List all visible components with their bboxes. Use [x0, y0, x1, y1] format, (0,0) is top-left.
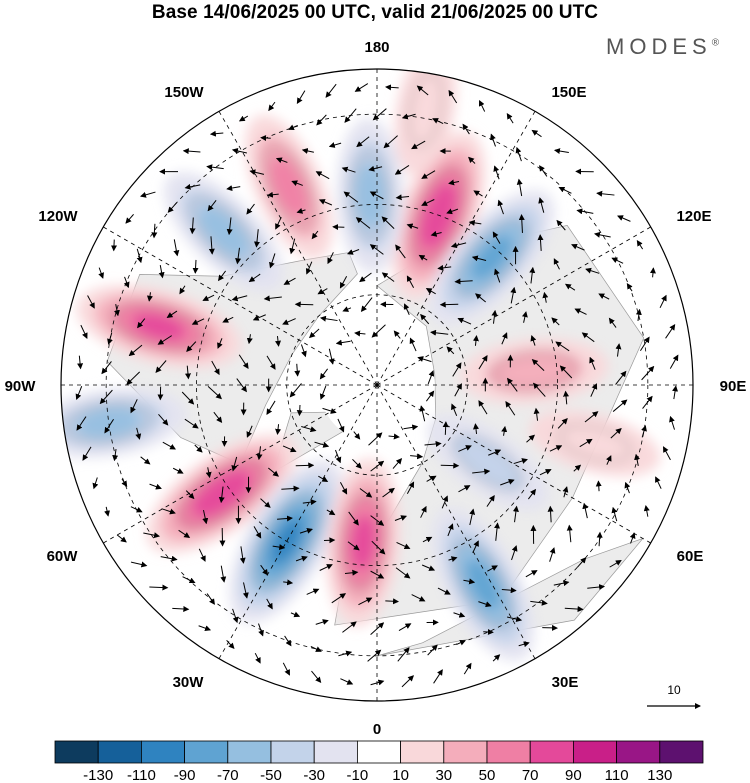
colorbar-label: 90 [565, 767, 582, 783]
colorbar-label: -50 [260, 767, 282, 783]
colorbar-swatch [185, 741, 228, 763]
label-90e: 90E [720, 378, 747, 395]
label-90w: 90W [5, 378, 37, 395]
colorbar-label: 130 [647, 767, 672, 783]
colorbar-swatch [228, 741, 271, 763]
polar-map: 180 0 90W 90E 150W 150E 120W 120E 60W 60… [0, 0, 750, 783]
label-150w: 150W [164, 84, 204, 101]
colorbar-label: -30 [303, 767, 325, 783]
label-180: 180 [364, 39, 389, 56]
colorbar-swatch [141, 741, 184, 763]
colorbar-label: -90 [174, 767, 196, 783]
colorbar-swatch [98, 741, 141, 763]
wind-arrow [445, 422, 446, 435]
wind-arrow [149, 587, 167, 588]
label-30w: 30W [173, 674, 205, 691]
colorbar-swatch [617, 741, 660, 763]
colorbar-label: -130 [83, 767, 113, 783]
colorbar: -130 -110 -90 -70 -50 -30 -10 10 30 50 70 90 110 130 [55, 741, 703, 783]
label-60e: 60E [677, 548, 704, 565]
wind-arrow [598, 481, 599, 491]
colorbar-swatch [487, 741, 530, 763]
label-0: 0 [373, 721, 381, 738]
colorbar-label: 110 [605, 767, 629, 783]
reference-vector-label: 10 [667, 683, 681, 697]
colorbar-label: 30 [435, 767, 452, 783]
wind-arrow [299, 405, 300, 415]
reference-vector: 10 [647, 683, 700, 706]
label-150e: 150E [551, 84, 586, 101]
colorbar-label: -110 [127, 767, 156, 783]
colorbar-swatch [357, 741, 400, 763]
map-disk [27, 38, 697, 705]
colorbar-label: 10 [392, 767, 409, 783]
wind-arrow [114, 240, 115, 251]
wind-arrow [385, 601, 398, 602]
colorbar-label: 70 [522, 767, 539, 783]
label-120e: 120E [676, 208, 711, 225]
colorbar-swatch [660, 741, 703, 763]
colorbar-swatch [530, 741, 573, 763]
label-60w: 60W [47, 548, 79, 565]
label-120w: 120W [38, 208, 78, 225]
colorbar-swatch [314, 741, 357, 763]
colorbar-swatch [573, 741, 616, 763]
colorbar-label: -70 [217, 767, 239, 783]
colorbar-label: -10 [347, 767, 369, 783]
colorbar-swatch [271, 741, 314, 763]
colorbar-swatch [55, 741, 98, 763]
colorbar-swatch [444, 741, 487, 763]
graticule [56, 64, 697, 705]
label-30e: 30E [552, 674, 579, 691]
colorbar-swatch [401, 741, 444, 763]
colorbar-label: 50 [479, 767, 496, 783]
